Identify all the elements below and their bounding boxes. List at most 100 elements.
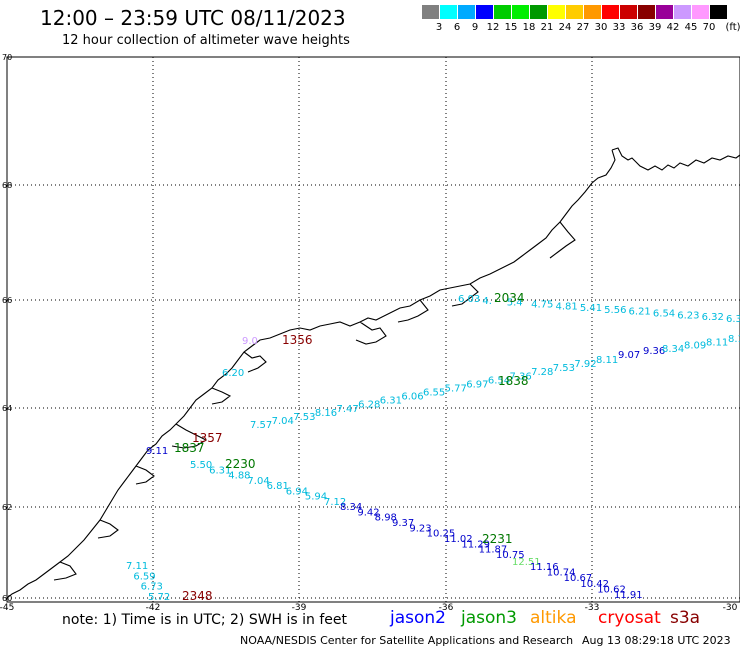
scale-swatch bbox=[530, 5, 547, 19]
swh-value: 6.81 bbox=[267, 481, 289, 492]
generation-timestamp: Aug 13 08:29:18 UTC 2023 bbox=[582, 634, 731, 647]
swh-value: 4.75 bbox=[531, 299, 553, 310]
scale-label: 3 bbox=[435, 22, 443, 33]
coast-label: 9.11 bbox=[146, 446, 168, 457]
swh-value: 10.75 bbox=[496, 550, 525, 561]
lat-tick-label: 60 bbox=[2, 594, 12, 603]
coast-label: 1837 bbox=[174, 441, 205, 455]
swh-value: 11.16 bbox=[530, 562, 559, 573]
swh-value: 12.51 bbox=[512, 557, 541, 568]
coast-label: 1356 bbox=[282, 333, 313, 347]
axis-ticks: -45 -42 -39 -36 -33 -30 70 68 66 64 62 60 bbox=[0, 53, 738, 613]
swh-value: 7.04 bbox=[272, 416, 294, 427]
swh-value: 6.31 bbox=[380, 396, 402, 407]
map-title: 12:00 – 23:59 UTC 08/11/2023 bbox=[40, 6, 346, 30]
swh-value: 11.87 bbox=[479, 545, 508, 556]
swh-value: 4. bbox=[482, 296, 492, 307]
lat-tick-label: 68 bbox=[2, 181, 12, 190]
scale-swatch bbox=[656, 5, 673, 19]
scale-label: 9 bbox=[471, 22, 479, 33]
scale-swatch bbox=[710, 5, 727, 19]
track-time-label: 2348 bbox=[182, 589, 213, 603]
swh-value: 6.97 bbox=[466, 379, 488, 390]
swh-value: 6.73 bbox=[141, 582, 163, 593]
swh-value: 9.37 bbox=[392, 518, 414, 529]
swh-value: 6.54 bbox=[488, 375, 510, 386]
swh-value: 8.34 bbox=[340, 502, 362, 513]
swh-value: 7.47 bbox=[337, 404, 359, 415]
swh-value: 7.11 bbox=[126, 561, 148, 572]
lon-tick-label: -39 bbox=[292, 603, 307, 613]
lon-tick-label: -45 bbox=[0, 603, 14, 613]
scale-label: 45 bbox=[684, 22, 698, 33]
scale-label: 6 bbox=[453, 22, 461, 33]
swh-value: 7.92 bbox=[574, 359, 596, 370]
swh-value: 6.21 bbox=[629, 307, 651, 318]
scale-swatch bbox=[440, 5, 457, 19]
scale-swatch bbox=[512, 5, 529, 19]
scale-label: 18 bbox=[522, 22, 536, 33]
legend-entry-jason2: jason2 bbox=[390, 608, 446, 628]
swh-value: 7.36 bbox=[510, 371, 532, 382]
swh-value: 5.77 bbox=[445, 383, 467, 394]
scale-swatch bbox=[566, 5, 583, 19]
scale-swatch bbox=[548, 5, 565, 19]
swh-value: 6.3 bbox=[726, 314, 740, 325]
map-subtitle: 12 hour collection of altimeter wave hei… bbox=[62, 33, 350, 48]
swh-value: 9.23 bbox=[409, 523, 431, 534]
lon-tick-label: -33 bbox=[585, 603, 600, 613]
swh-value: 6.03 bbox=[458, 294, 480, 305]
swh-value: 4.81 bbox=[555, 301, 577, 312]
scale-label: 15 bbox=[504, 22, 518, 33]
grid-lines bbox=[7, 56, 740, 602]
swh-value: 6.23 bbox=[677, 310, 699, 321]
scale-label: 36 bbox=[630, 22, 644, 33]
swh-value: 10.74 bbox=[547, 568, 576, 579]
swh-value: 11.91 bbox=[614, 590, 643, 601]
lon-tick-label: -36 bbox=[439, 603, 454, 613]
swh-value: 11.29 bbox=[461, 539, 490, 550]
swh-value: 5.56 bbox=[604, 305, 626, 316]
lat-tick-label: 70 bbox=[2, 53, 12, 62]
swh-value: 7.12 bbox=[324, 497, 346, 508]
scale-swatch bbox=[584, 5, 601, 19]
swh-value: 6.31 bbox=[209, 465, 231, 476]
swh-value: 8.11 bbox=[596, 355, 618, 366]
swh-value: 6.06 bbox=[401, 392, 423, 403]
lat-tick-label: 64 bbox=[2, 404, 12, 413]
swh-value: 11.02 bbox=[444, 534, 473, 545]
coastline bbox=[6, 147, 740, 599]
scale-label: 42 bbox=[666, 22, 680, 33]
scale-swatch bbox=[620, 5, 637, 19]
swh-value: 7.53 bbox=[553, 363, 575, 374]
swh-value: 6.54 bbox=[653, 309, 675, 320]
swh-value: 8.11 bbox=[706, 337, 728, 348]
swh-value: 5.94 bbox=[305, 492, 327, 503]
swh-value: 6.94 bbox=[286, 486, 308, 497]
swh-value: 6.32 bbox=[702, 312, 724, 323]
swh-value: 9.07 bbox=[618, 350, 640, 361]
scale-label: 27 bbox=[576, 22, 590, 33]
credit-line: NOAA/NESDIS Center for Satellite Applica… bbox=[240, 634, 574, 647]
scale-label: 33 bbox=[612, 22, 626, 33]
track-time-label: 2231 bbox=[482, 532, 513, 546]
track-time-label: 2034 bbox=[494, 291, 525, 305]
scale-swatch bbox=[422, 5, 439, 19]
scale-swatch bbox=[674, 5, 691, 19]
swh-value: 9.42 bbox=[357, 507, 379, 518]
scale-label: 39 bbox=[648, 22, 662, 33]
scale-label: 12 bbox=[486, 22, 500, 33]
swh-value: 6.28 bbox=[358, 400, 380, 411]
scale-label: 30 bbox=[594, 22, 608, 33]
swh-value: 7.57 bbox=[250, 420, 272, 431]
swh-value: 8.11 bbox=[728, 334, 740, 345]
track-time-label: 2230 bbox=[225, 457, 256, 471]
swh-value: 7.53 bbox=[293, 412, 315, 423]
swh-value: 10.42 bbox=[580, 579, 609, 590]
swh-value: 5.72 bbox=[148, 592, 170, 603]
swh-value: 8.09 bbox=[684, 341, 706, 352]
scale-swatch bbox=[494, 5, 511, 19]
scale-swatch bbox=[638, 5, 655, 19]
legend-entry-cryosat: cryosat bbox=[598, 608, 661, 628]
